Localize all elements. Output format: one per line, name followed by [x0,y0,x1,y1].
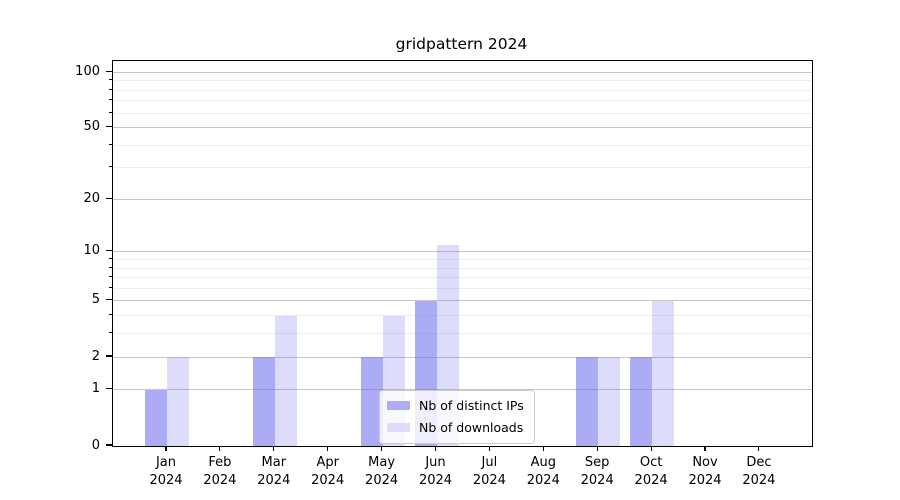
x-tick-label-jul: Jul 2024 [472,455,506,488]
x-tick-mark [327,446,329,452]
y-tick-label: 100 [75,63,100,79]
legend-label-distinct-ips: Nb of distinct IPs [419,398,524,413]
x-tick-label-apr: Apr 2024 [311,455,345,488]
bar-sep-downloads [598,357,621,446]
legend-item-downloads: Nb of downloads [387,418,524,437]
x-tick-mark [596,446,598,452]
y-tick-label: 50 [83,119,100,135]
bar-oct-downloads [652,300,675,446]
y-minor-tick-mark [108,266,112,268]
minor-gridline [113,259,812,260]
x-tick-mark [219,446,221,452]
major-gridline [113,389,812,391]
minor-gridline [113,80,812,82]
y-tick-label: 20 [83,190,100,206]
y-minor-tick-mark [108,143,112,145]
x-tick-label-sep: Sep 2024 [580,455,614,488]
x-tick-mark [165,446,167,452]
legend-swatch-downloads [387,423,410,432]
x-tick-mark [488,446,490,452]
y-minor-tick-mark [108,99,112,101]
y-tick-mark [106,125,112,128]
x-tick-mark [542,446,544,452]
x-tick-label-mar: Mar 2024 [257,455,291,488]
x-tick-mark [434,446,437,452]
minor-gridline [113,100,812,102]
y-tick-label: 1 [91,381,100,397]
minor-gridline [113,144,812,146]
legend-item-distinct-ips: Nb of distinct IPs [387,396,524,415]
major-gridline [113,251,812,253]
x-tick-label-aug: Aug 2024 [526,455,560,488]
minor-gridline [113,277,812,279]
y-minor-tick-mark [108,258,112,259]
major-gridline [113,300,812,302]
y-tick-mark [106,70,112,72]
y-tick-mark [106,250,112,252]
bar-mar-downloads [274,315,297,446]
x-tick-label-dec: Dec 2024 [742,455,776,488]
bar-jan-downloads [167,357,189,446]
y-minor-tick-mark [108,276,112,278]
major-gridline [113,71,812,73]
y-tick-mark [106,388,112,390]
y-tick-label: 10 [83,243,100,259]
y-minor-tick-mark [108,332,112,334]
x-tick-mark [650,446,652,452]
y-tick-label: 2 [91,348,100,364]
x-tick-mark [381,446,383,452]
legend-swatch-distinct-ips [387,401,410,410]
y-minor-tick-mark [108,314,112,316]
minor-gridline [113,112,812,114]
y-minor-tick-mark [108,286,112,288]
bar-oct-distinct-ips [630,357,653,446]
x-tick-label-jun: Jun 2024 [418,455,453,488]
y-tick-mark [106,355,112,357]
y-minor-tick-mark [108,88,112,90]
x-tick-mark [273,446,275,452]
legend: Nb of distinct IPs Nb of downloads [379,390,535,444]
legend-label-downloads: Nb of downloads [419,420,524,435]
minor-gridline [113,287,812,289]
chart-title: gridpattern 2024 [395,35,528,53]
y-minor-tick-mark [108,111,112,113]
y-minor-tick-mark [108,79,112,81]
x-tick-mark [758,446,760,452]
y-minor-tick-mark [108,166,112,168]
minor-gridline [113,333,812,335]
y-tick-mark [106,444,112,446]
major-gridline [113,198,812,200]
x-tick-label-may: May 2024 [365,455,399,488]
x-tick-mark [704,446,706,452]
minor-gridline [113,167,812,169]
bar-sep-distinct-ips [576,357,599,446]
major-gridline [113,127,812,129]
minor-gridline [113,315,812,317]
y-tick-label: 0 [91,437,100,453]
y-tick-mark [106,299,112,301]
x-tick-label-nov: Nov 2024 [688,455,722,488]
bar-jan-distinct-ips [145,389,167,446]
major-gridline [113,356,812,358]
plot-area: Nb of distinct IPs Nb of downloads [112,60,813,447]
minor-gridline [113,89,812,91]
x-tick-label-oct: Oct 2024 [634,455,668,488]
x-tick-label-jan: Jan 2024 [149,455,183,488]
bar-may-distinct-ips [360,357,383,446]
bar-mar-distinct-ips [252,357,275,446]
y-tick-label: 5 [91,292,100,308]
y-tick-mark [106,197,112,199]
x-tick-label-feb: Feb 2024 [203,455,237,488]
minor-gridline [113,267,812,269]
